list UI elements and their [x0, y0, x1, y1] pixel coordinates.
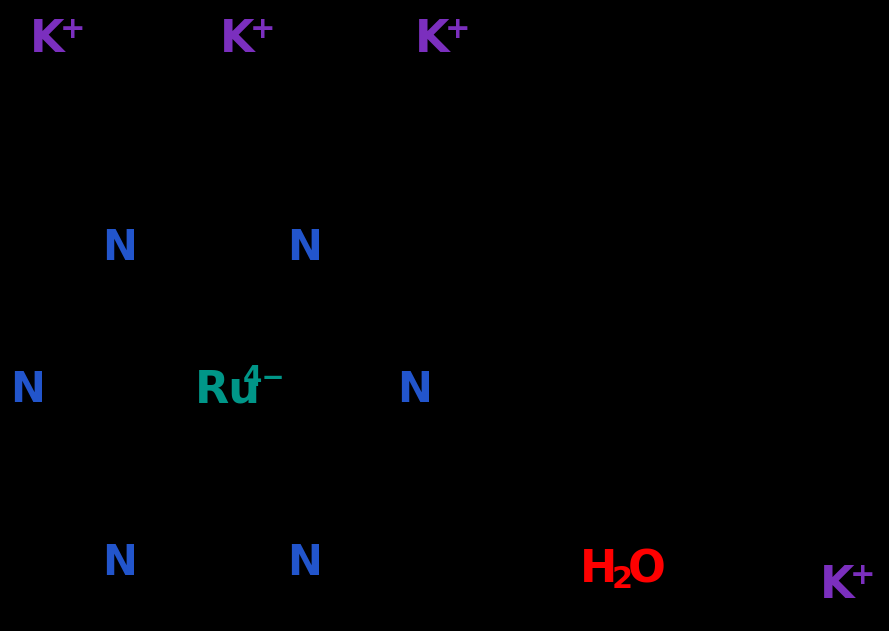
Text: N: N — [287, 542, 323, 584]
Text: 4−: 4− — [243, 364, 285, 392]
Text: N: N — [11, 369, 45, 411]
Text: +: + — [60, 16, 85, 45]
Text: Ru: Ru — [195, 369, 261, 411]
Text: K: K — [415, 18, 450, 61]
Text: +: + — [850, 560, 876, 589]
Text: K: K — [30, 18, 65, 61]
Text: N: N — [287, 227, 323, 269]
Text: +: + — [445, 16, 470, 45]
Text: H: H — [580, 548, 617, 591]
Text: O: O — [628, 548, 666, 591]
Text: +: + — [250, 16, 276, 45]
Text: 2: 2 — [612, 565, 633, 594]
Text: N: N — [397, 369, 432, 411]
Text: N: N — [102, 227, 138, 269]
Text: K: K — [220, 18, 254, 61]
Text: K: K — [820, 563, 854, 606]
Text: N: N — [102, 542, 138, 584]
